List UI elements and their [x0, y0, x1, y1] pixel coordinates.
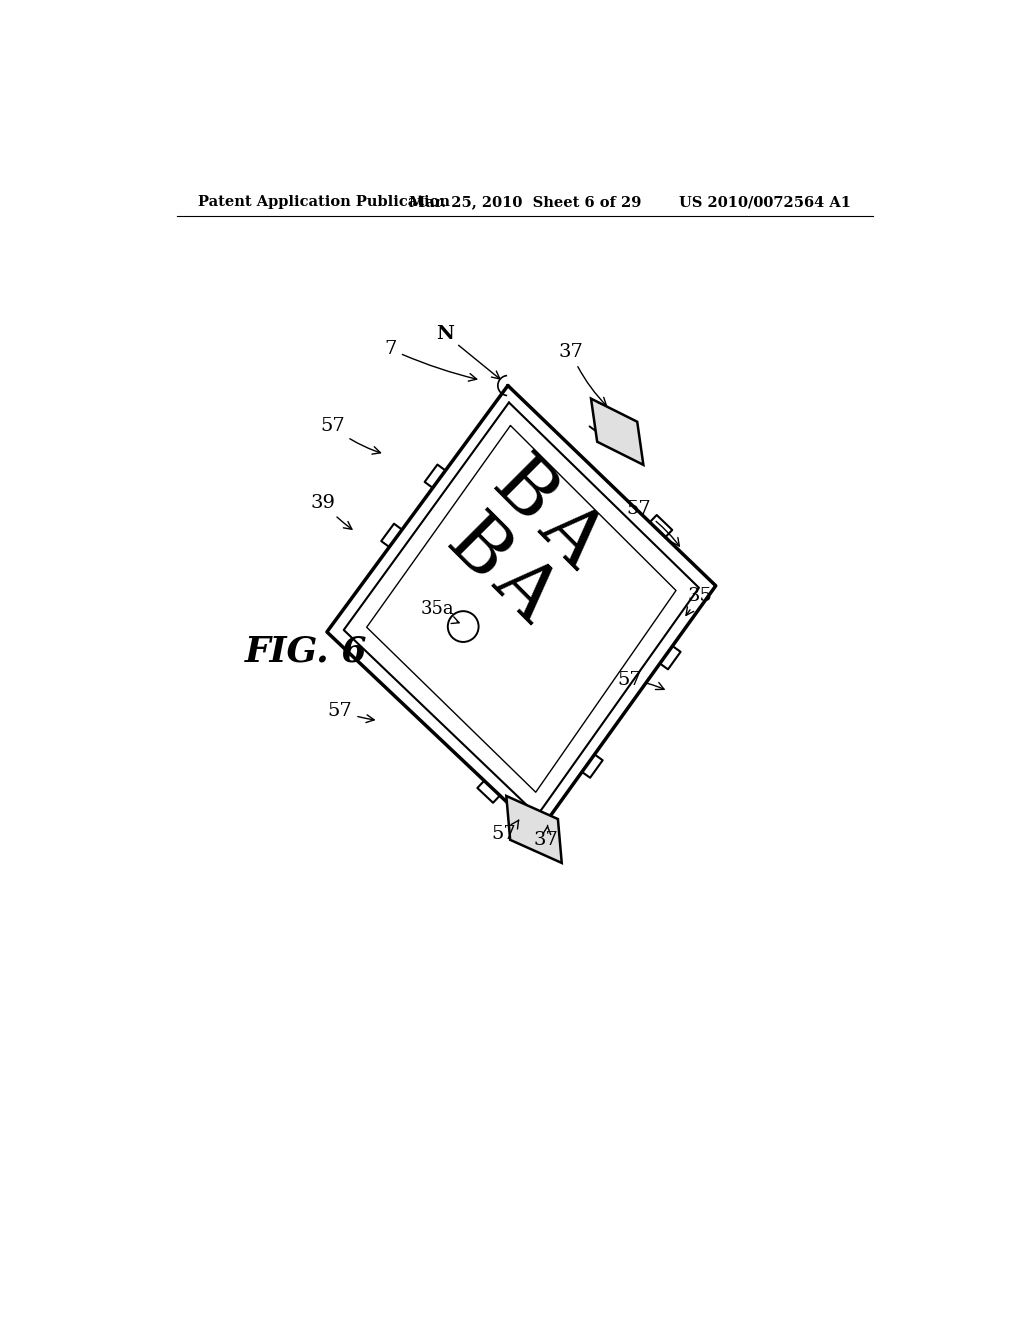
- Text: 37: 37: [534, 825, 559, 849]
- Text: US 2010/0072564 A1: US 2010/0072564 A1: [679, 195, 851, 209]
- Text: A: A: [479, 544, 570, 635]
- Text: B: B: [477, 447, 569, 540]
- Text: 39: 39: [310, 495, 352, 529]
- Text: 57: 57: [328, 702, 374, 722]
- Text: 57: 57: [319, 417, 381, 454]
- Text: 57: 57: [492, 820, 519, 843]
- Text: 35a: 35a: [420, 599, 459, 623]
- Polygon shape: [591, 399, 643, 465]
- Text: A: A: [525, 490, 616, 581]
- Text: 35: 35: [686, 587, 713, 615]
- Text: Mar. 25, 2010  Sheet 6 of 29: Mar. 25, 2010 Sheet 6 of 29: [409, 195, 641, 209]
- Text: 57: 57: [617, 672, 665, 689]
- Text: 57: 57: [627, 500, 679, 546]
- Text: 7: 7: [385, 341, 477, 381]
- Text: FIG. 6: FIG. 6: [245, 634, 367, 668]
- Polygon shape: [506, 796, 562, 863]
- Text: 37: 37: [558, 343, 606, 405]
- Text: B: B: [431, 506, 523, 597]
- Text: N: N: [436, 325, 500, 379]
- Text: Patent Application Publication: Patent Application Publication: [199, 195, 451, 209]
